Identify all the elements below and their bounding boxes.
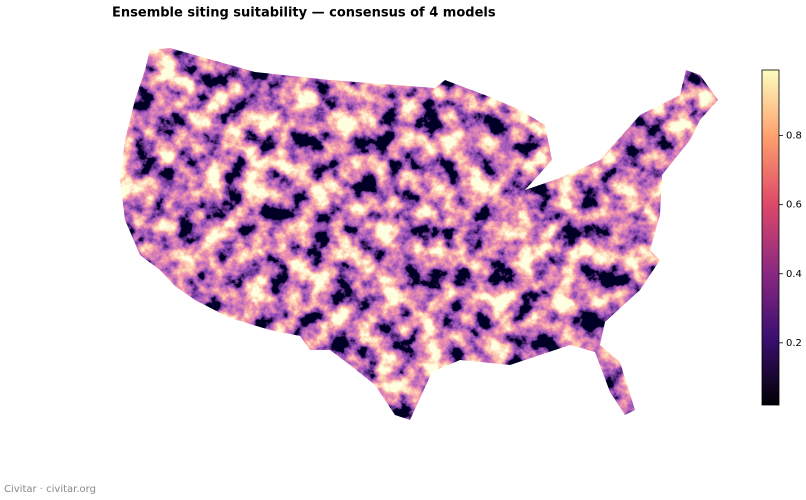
suitability-map	[120, 48, 718, 420]
colorbar-tick-label: 0.8	[786, 131, 802, 142]
colorbar-tick-label: 0.2	[786, 338, 802, 349]
colorbar-tick-label: 0.4	[786, 269, 802, 280]
footer-credit: Civitar · civitar.org	[4, 484, 96, 495]
map-title: Ensemble siting suitability — consensus …	[112, 6, 496, 21]
suitability-raster	[120, 48, 718, 420]
colorbar	[761, 69, 780, 406]
colorbar-tick-label: 0.6	[786, 200, 802, 211]
